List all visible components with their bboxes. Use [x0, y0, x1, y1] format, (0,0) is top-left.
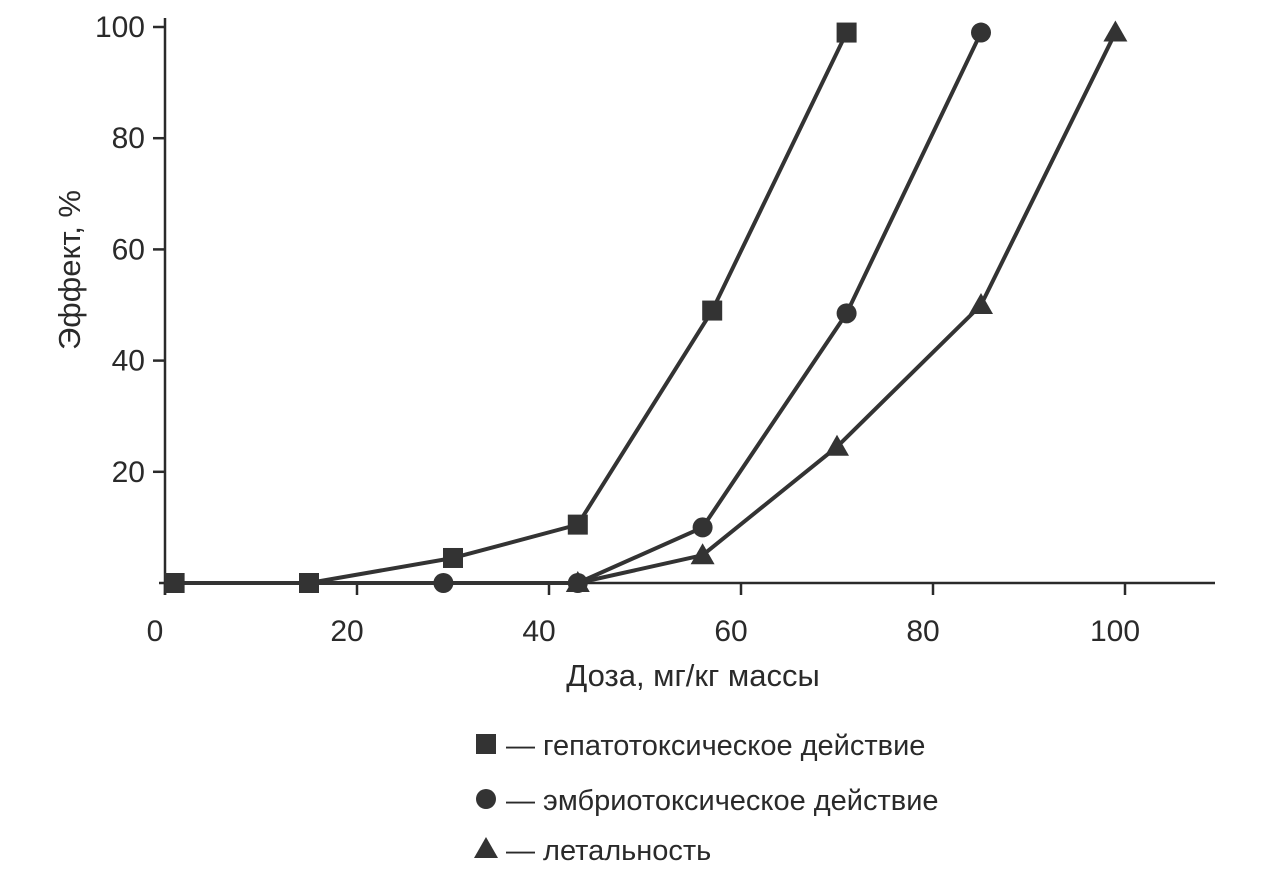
data-point-circle: [164, 573, 185, 593]
legend-item-triangle: — летальность: [474, 835, 711, 867]
series-triangle: [565, 20, 1128, 592]
y-tick-label: 20: [112, 456, 145, 489]
legend-label: — летальность: [506, 835, 711, 867]
data-point-square: [836, 22, 857, 43]
x-tick-label: 60: [714, 615, 747, 648]
data-point-square: [702, 300, 723, 321]
tick-labels: 0 20 40 60 80 100 20 40 60 80 100: [95, 11, 1140, 648]
x-axis-title: Доза, мг/кг массы: [566, 658, 819, 693]
series-square: [164, 22, 857, 593]
legend-item-circle: — эмбриотоксическое действие: [476, 785, 939, 817]
x-tick-label: 100: [1090, 615, 1140, 648]
data-point-triangle: [565, 571, 590, 592]
y-tick-label: 100: [95, 11, 145, 44]
legend-marker-square: [476, 734, 496, 754]
data-point-triangle: [969, 293, 993, 314]
x-tick-label: 40: [522, 615, 555, 648]
series-circle: [164, 22, 991, 593]
x-tick-label: 0: [147, 615, 164, 648]
data-point-triangle: [690, 543, 715, 565]
legend-label: — эмбриотоксическое действие: [506, 785, 939, 817]
x-tick-label: 20: [330, 615, 363, 648]
data-point-circle: [692, 517, 713, 538]
data-point-square: [443, 547, 463, 568]
series-line-square: [174, 31, 849, 585]
plot-area: [164, 20, 1128, 593]
y-axis-title: Эффект, %: [52, 190, 87, 350]
data-point-triangle: [825, 434, 849, 456]
x-tick-label: 80: [906, 615, 939, 648]
data-point-circle: [971, 22, 991, 43]
legend-marker-triangle: [474, 837, 498, 858]
legend-label: — гепатотоксическое действие: [506, 730, 925, 762]
legend: — гепатотоксическое действие — эмбриотокс…: [474, 730, 939, 867]
y-tick-label: 40: [112, 345, 145, 378]
axes: [159, 18, 1215, 595]
y-tick-label: 80: [112, 122, 145, 155]
data-point-triangle: [1103, 20, 1128, 42]
data-point-circle: [433, 573, 454, 593]
data-point-square: [567, 514, 588, 535]
series-line-circle: [174, 31, 983, 585]
legend-item-square: — гепатотоксическое действие: [476, 730, 925, 762]
y-tick-label: 60: [112, 233, 145, 266]
legend-marker-circle: [476, 789, 496, 809]
data-point-circle: [299, 573, 319, 593]
data-point-circle: [836, 303, 857, 324]
